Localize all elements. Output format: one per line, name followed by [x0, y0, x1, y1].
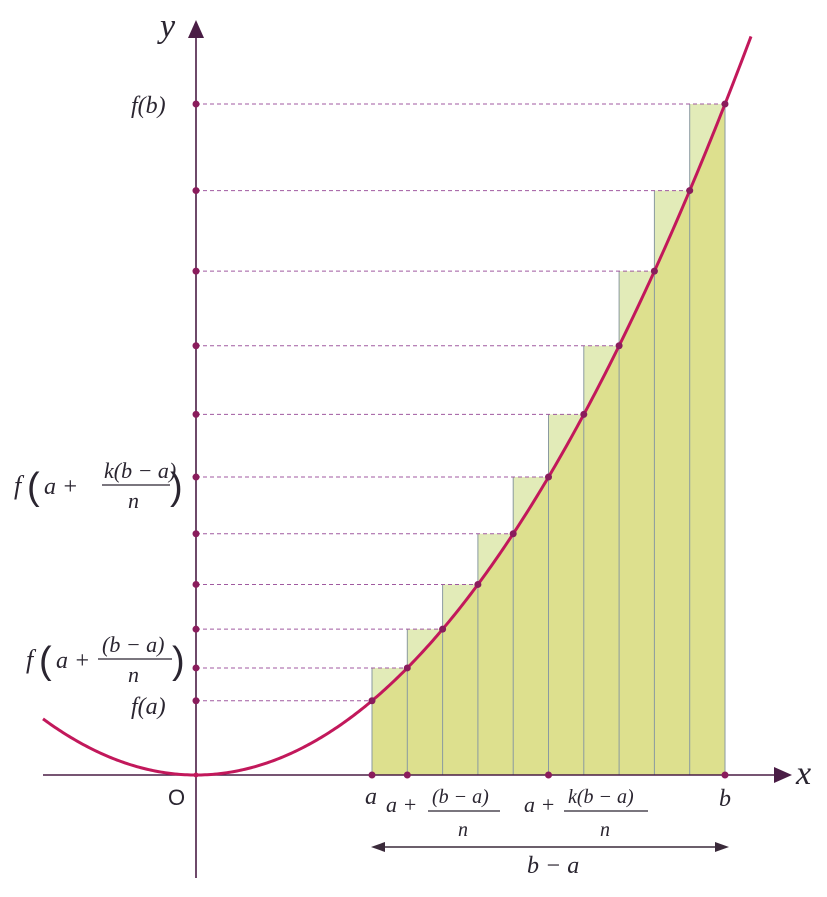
rectangle-edges-group [371, 104, 726, 775]
y-axis-point [192, 342, 200, 350]
y-label-f-step-1: f ( a + (b − a) n ) [26, 632, 185, 687]
y-label-f-a: f(a) [131, 694, 166, 720]
x-axis-label: x [795, 755, 811, 792]
x-axis-arrowhead [774, 767, 792, 783]
y-axis-point [192, 625, 200, 633]
area-under-curve [372, 104, 725, 775]
y-axis-point [192, 473, 200, 481]
x-label-step-k: a + k(b − a) n [524, 786, 648, 841]
y-axis-point [192, 530, 200, 538]
x-label-step-1-inner: a + [386, 792, 417, 817]
y-axis-point [192, 267, 200, 275]
y-label-f-step-k-numerator: k(b − a) [104, 458, 176, 483]
y-label-f-step-1-numerator: (b − a) [102, 632, 165, 657]
points-group [192, 100, 729, 779]
y-label-f-step-k: f ( a + k(b − a) n ) [14, 458, 183, 513]
x-label-a: a [365, 784, 377, 810]
curve-point [615, 342, 623, 350]
curve-point [580, 410, 588, 418]
y-label-f-step-1-prefix: f [26, 645, 37, 674]
x-label-step-1-numerator: (b − a) [432, 786, 489, 808]
y-label-f-step-k-denominator: n [128, 488, 139, 513]
x-label-step-k-numerator: k(b − a) [568, 786, 634, 808]
origin-point [193, 772, 199, 778]
curve-point [545, 473, 552, 481]
origin-label: O [168, 785, 185, 810]
y-label-f-step-k-inner: a + [44, 474, 78, 500]
y-axis-label: y [157, 8, 176, 45]
y-axis-point [192, 100, 200, 108]
function-curve [42, 35, 753, 777]
y-label-f-step-1-inner: a + [56, 648, 90, 674]
x-label-b: b [719, 786, 731, 812]
y-label-f-step-k-open-paren: ( [27, 466, 40, 508]
area-under-curve-group [372, 104, 725, 775]
y-axis-point [192, 580, 200, 588]
x-axis-point [368, 771, 376, 779]
x-label-step-k-inner: a + [524, 792, 555, 817]
x-label-step-1: a + (b − a) n [386, 786, 500, 841]
curve-point [368, 697, 376, 705]
y-label-f-step-k-prefix: f [14, 471, 25, 500]
curve-point [403, 664, 411, 672]
y-label-f-step-1-close-paren: ) [172, 640, 185, 682]
y-label-f-step-1-denominator: n [128, 662, 139, 687]
curve-point [474, 580, 482, 588]
x-label-step-1-denominator: n [458, 819, 468, 841]
y-axis-point [192, 664, 200, 672]
y-label-f-step-1-open-paren: ( [39, 640, 52, 682]
width-indicator-left-arrowhead [371, 842, 385, 852]
width-label: b − a [527, 853, 579, 879]
y-axis-point [192, 697, 200, 705]
curve-point [721, 100, 729, 108]
y-axis-arrowhead [188, 20, 204, 38]
x-axis-point [721, 771, 729, 779]
y-axis-point [192, 410, 200, 418]
x-label-step-k-denominator: n [600, 819, 610, 841]
y-axis-point [192, 187, 200, 195]
y-label-f-step-k-close-paren: ) [170, 466, 183, 508]
x-axis-point [545, 771, 552, 779]
curve-point [439, 625, 447, 633]
y-label-f-b: f(b) [131, 93, 166, 119]
curve-point [650, 267, 658, 275]
curve-point [509, 530, 517, 538]
width-indicator-right-arrowhead [715, 842, 729, 852]
curve-point [686, 187, 694, 195]
x-axis-point [403, 771, 411, 779]
dashed-guides-group [196, 103, 725, 702]
